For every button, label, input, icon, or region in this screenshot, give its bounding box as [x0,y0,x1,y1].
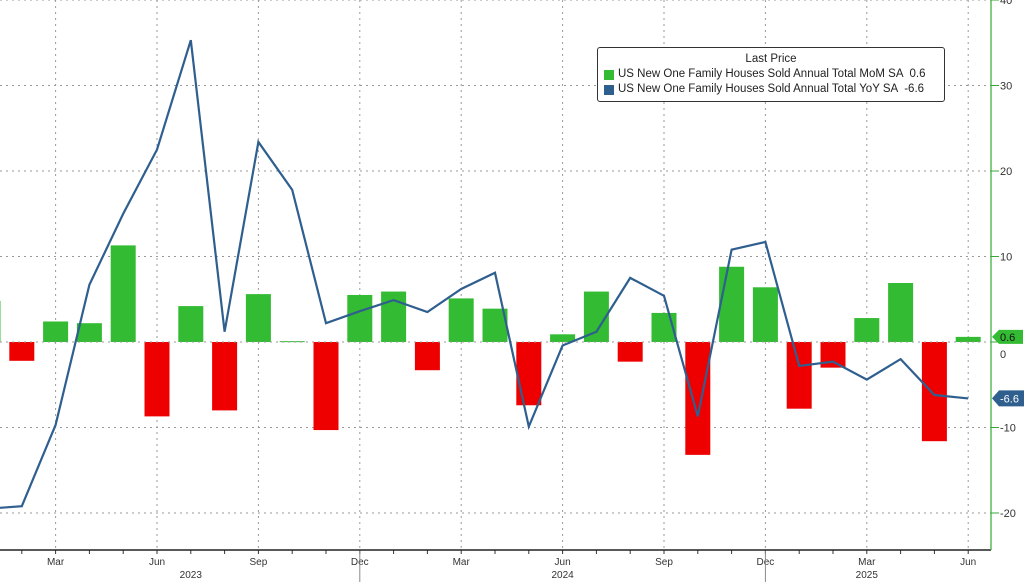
bar-mom [888,283,914,342]
last-value-tag-yoy [992,390,1024,407]
bar-mom [516,342,542,406]
legend-item-yoy: US New One Family Houses Sold Annual Tot… [604,82,938,97]
x-tick-label: Mar [453,557,471,568]
legend-value-mom: 0.6 [909,68,926,80]
bar-mom [144,342,170,417]
bar-mom [279,341,305,343]
legend: Last Price US New One Family Houses Sold… [597,47,945,102]
bar-mom [313,342,339,431]
x-tick-label: Mar [47,557,65,568]
bar-mom [212,342,238,411]
x-tick-label: Sep [250,557,268,568]
line-yoy [0,39,969,509]
bar-mom [178,306,204,342]
year-label: 2025 [856,570,879,581]
bar-mom [685,342,711,455]
legend-item-mom: US New One Family Houses Sold Annual Tot… [604,67,938,82]
x-tick-label: Jun [149,557,165,568]
bar-mom [110,245,136,342]
legend-label-yoy: US New One Family Houses Sold Annual Tot… [618,83,899,95]
bar-mom [550,334,576,342]
bar-mom [0,300,1,342]
bar-mom [414,342,440,371]
legend-swatch-blue [604,84,614,95]
legend-value-yoy: -6.6 [904,83,925,95]
bar-mom [854,318,880,342]
bar-mom [719,266,745,342]
legend-label-mom: US New One Family Houses Sold Annual Tot… [618,68,904,80]
y-tick-label: -10 [1000,423,1016,435]
y-tick-label: 40 [1000,0,1012,7]
legend-title: Last Price [745,53,797,65]
bar-mom [43,321,69,342]
bar-mom [955,336,981,342]
bar-mom [448,298,474,342]
bar-mom [245,294,271,342]
bar-mom [76,323,102,342]
x-tick-label: Mar [858,557,876,568]
y-tick-label: 20 [1000,166,1012,178]
x-tick-label: Jun [555,557,571,568]
bar-mom [347,294,373,342]
x-tick-label: Sep [655,557,673,568]
y-tick-label: 0 [1000,349,1006,361]
bar-mom [752,287,778,342]
last-value-label-mom: 0.6 [1000,332,1015,344]
last-value-tag-mom [992,329,1023,344]
legend-swatch-green [604,69,614,80]
x-tick-label: Jun [960,557,976,568]
last-value-label-yoy: -6.6 [1000,393,1019,405]
year-label: 2023 [180,570,203,581]
y-tick-label: 30 [1000,81,1012,93]
bar-mom [9,342,35,361]
y-tick-label: -20 [1000,508,1016,520]
bar-mom [786,342,812,409]
year-label: 2024 [551,570,574,581]
bar-mom [921,342,947,442]
bar-mom [617,342,643,362]
y-tick-label: 10 [1000,252,1012,264]
